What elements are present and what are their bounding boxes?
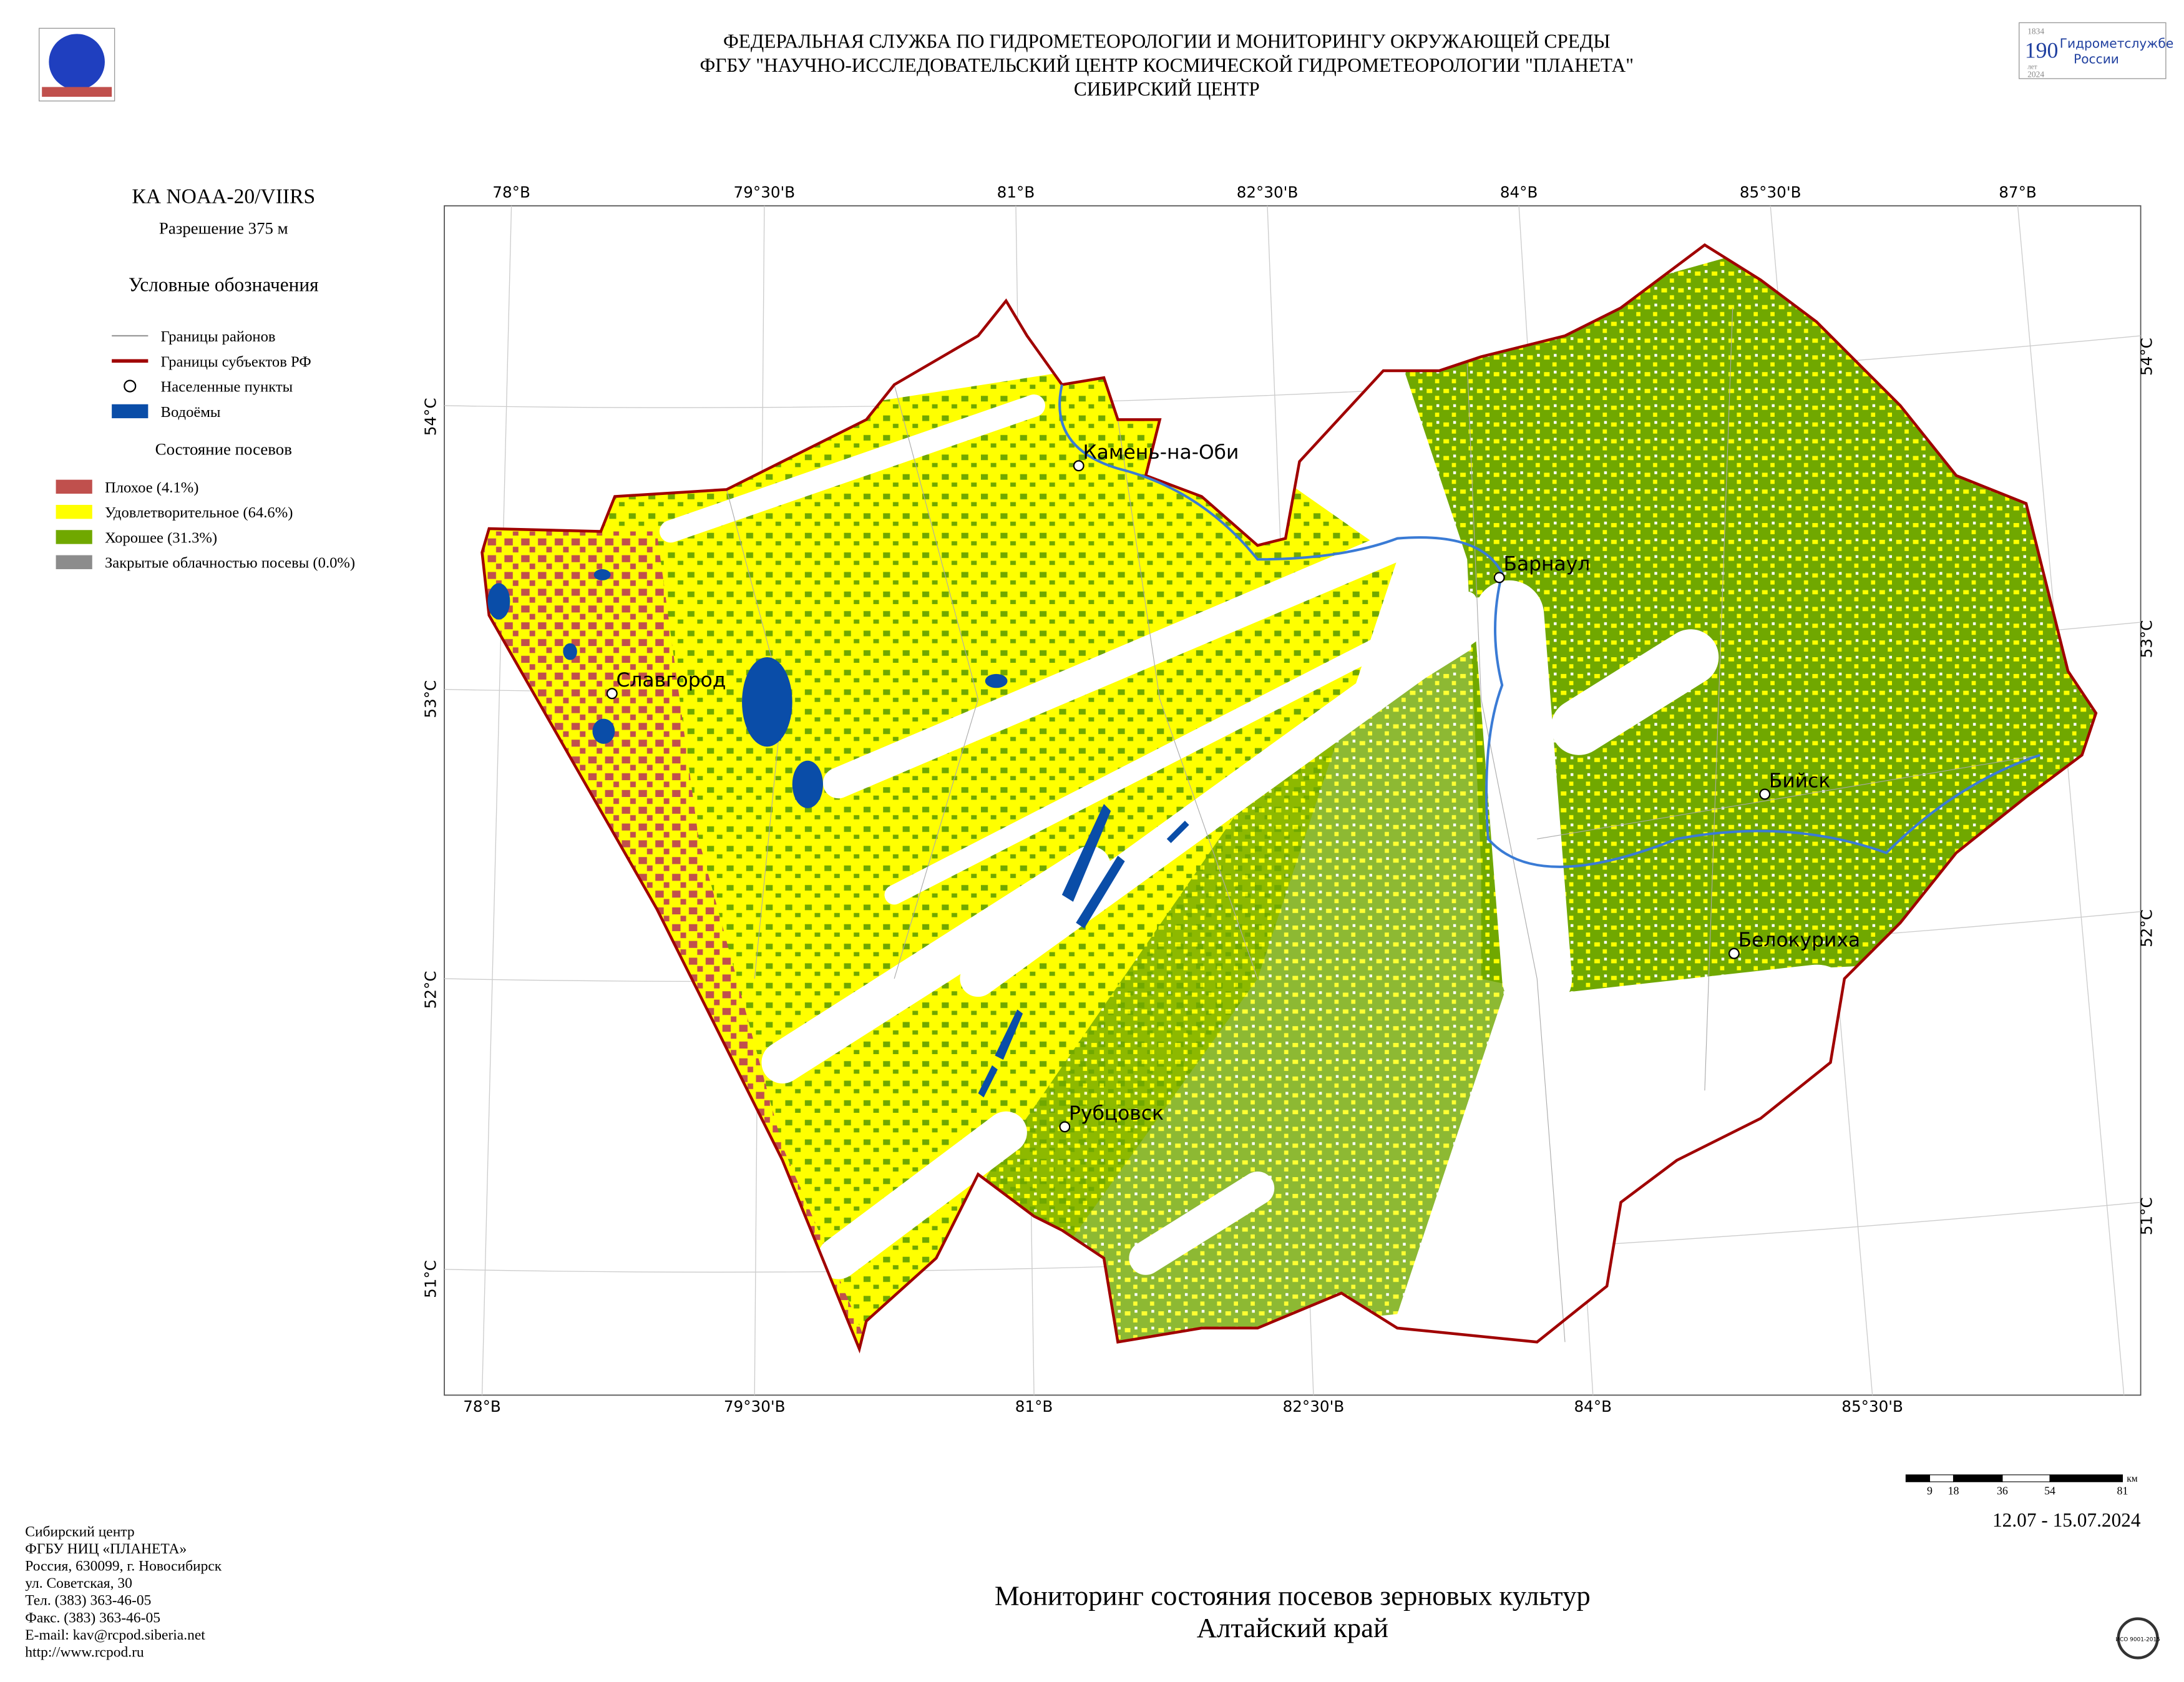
graticule-label: 54°С bbox=[422, 398, 440, 436]
logo-box bbox=[39, 27, 115, 102]
legend-label: Водоёмы bbox=[161, 404, 221, 421]
footer-line: ул. Советская, 30 bbox=[25, 1575, 132, 1592]
graticule-label: 82°30'В bbox=[1237, 183, 1299, 201]
graticule-label: 54°С bbox=[2137, 338, 2155, 376]
graticule-label: 53°С bbox=[2137, 620, 2155, 658]
district-borders bbox=[726, 308, 2040, 1342]
logo-globe bbox=[49, 34, 105, 90]
legend-label: Закрытые облачностью посевы (0.0%) bbox=[105, 555, 355, 572]
legend-label: Населенные пункты bbox=[161, 379, 293, 396]
legend-swatch bbox=[56, 479, 92, 494]
title-line: Алтайский край bbox=[1197, 1612, 1388, 1643]
iso-logo bbox=[2117, 1617, 2159, 1660]
scale-label: 54 bbox=[2044, 1484, 2055, 1497]
graticule-label: 51°С bbox=[422, 1260, 440, 1298]
graticule-label: 52°С bbox=[422, 971, 440, 1009]
scale-label: 9 bbox=[1927, 1484, 1933, 1497]
legend-label: Хорошее (31.3%) bbox=[105, 529, 217, 546]
label: 2024 bbox=[2027, 70, 2044, 79]
scale-segment bbox=[1929, 1474, 1954, 1482]
city-label: Бийск bbox=[1769, 770, 1830, 792]
footer-line: Сибирский центр bbox=[25, 1524, 134, 1540]
city-point bbox=[1073, 460, 1085, 472]
graticule-label: 78°В bbox=[463, 1397, 501, 1416]
scale-segment bbox=[2049, 1474, 2123, 1482]
scale-unit: км bbox=[2127, 1474, 2138, 1484]
city-point bbox=[1059, 1121, 1071, 1133]
graticule-label: 53°С bbox=[422, 680, 440, 718]
legend-label: Границы районов bbox=[161, 328, 276, 345]
graticule-label: 87°В bbox=[1999, 183, 2037, 201]
scale-label: 81 bbox=[2117, 1484, 2128, 1497]
legend-symbol bbox=[112, 404, 149, 419]
label: КА NOAA-20/VIIRS bbox=[132, 185, 315, 208]
map-frame bbox=[444, 205, 2142, 1396]
legend-swatch bbox=[56, 504, 92, 519]
graticule-label: 82°30'В bbox=[1283, 1397, 1345, 1416]
legend-label: Границы субъектов РФ bbox=[161, 353, 311, 370]
city-point bbox=[1759, 788, 1771, 800]
footer-line: http://www.rcpod.ru bbox=[25, 1644, 144, 1660]
header-line: ФЕДЕРАЛЬНАЯ СЛУЖБА ПО ГИДРОМЕТЕОРОЛОГИИ … bbox=[723, 31, 1611, 52]
graticule-label: 79°30'В bbox=[724, 1397, 786, 1416]
legend-swatch bbox=[56, 530, 92, 544]
graticule-label: 84°В bbox=[1500, 183, 1538, 201]
footer-line: ФГБУ НИЦ «ПЛАНЕТА» bbox=[25, 1541, 187, 1557]
label: Условные обозначения bbox=[129, 273, 319, 295]
city-label: Рубцовск bbox=[1069, 1102, 1164, 1125]
river-ob bbox=[1058, 384, 2040, 868]
header-line: ФГБУ "НАУЧНО-ИССЛЕДОВАТЕЛЬСКИЙ ЦЕНТР КОС… bbox=[700, 54, 1634, 76]
label: Гидрометслужбе bbox=[2060, 36, 2174, 51]
legend-label: Удовлетворительное (64.6%) bbox=[105, 504, 293, 521]
graticule-label: 81°В bbox=[997, 183, 1035, 201]
scale-segment bbox=[1952, 1474, 2003, 1482]
footer-line: Тел. (383) 363-46-05 bbox=[25, 1593, 151, 1609]
city-point bbox=[1728, 947, 1740, 959]
city-label: Камень-на-Оби bbox=[1083, 441, 1239, 464]
graticule-label: 79°30'В bbox=[734, 183, 796, 201]
scale-label: 36 bbox=[1997, 1484, 2008, 1497]
label: Разрешение 375 м bbox=[159, 219, 288, 238]
label: 1834 bbox=[2027, 26, 2044, 36]
scale-segment bbox=[1905, 1474, 1931, 1482]
label: России bbox=[2074, 51, 2119, 66]
lakes bbox=[487, 569, 1189, 1098]
footer-line: E-mail: kav@rcpod.siberia.net bbox=[25, 1627, 205, 1643]
iso-label: ИСО 9001-2015 bbox=[2115, 1636, 2160, 1643]
graticule-label: 84°В bbox=[1574, 1397, 1612, 1416]
graticule-label: 52°С bbox=[2137, 909, 2155, 947]
graticule-label: 81°В bbox=[1015, 1397, 1053, 1416]
graticule-label: 85°30'В bbox=[1841, 1397, 1903, 1416]
city-label: Славгород bbox=[617, 669, 726, 692]
graticule-label: 85°30'В bbox=[1740, 183, 1801, 201]
city-label: Белокуриха bbox=[1738, 929, 1860, 952]
footer-line: Факс. (383) 363-46-05 bbox=[25, 1610, 160, 1626]
label: 190 bbox=[2025, 37, 2059, 62]
scale-segment bbox=[2002, 1474, 2050, 1482]
logo-box bbox=[2019, 22, 2167, 79]
scale-label: 18 bbox=[1948, 1484, 1959, 1497]
city-label: Барнаул bbox=[1503, 553, 1590, 575]
header-line: СИБИРСКИЙ ЦЕНТР bbox=[1074, 78, 1260, 100]
city-point bbox=[1493, 572, 1505, 584]
footer-line: Россия, 630099, г. Новосибирск bbox=[25, 1558, 222, 1575]
city-point bbox=[606, 688, 618, 700]
date: 12.07 - 15.07.2024 bbox=[1992, 1509, 2141, 1531]
title-line: Мониторинг состояния посевов зерновых ку… bbox=[995, 1580, 1591, 1611]
legend-label: Плохое (4.1%) bbox=[105, 479, 199, 496]
label: лет bbox=[2027, 63, 2037, 71]
graticule-label: 51°С bbox=[2137, 1197, 2155, 1235]
legend-swatch bbox=[56, 555, 92, 569]
layout bbox=[444, 205, 2142, 1396]
label: Состояние посевов bbox=[155, 439, 292, 458]
logo-base bbox=[42, 87, 112, 97]
graticule-label: 78°В bbox=[492, 183, 530, 201]
legend-symbol bbox=[124, 379, 137, 393]
